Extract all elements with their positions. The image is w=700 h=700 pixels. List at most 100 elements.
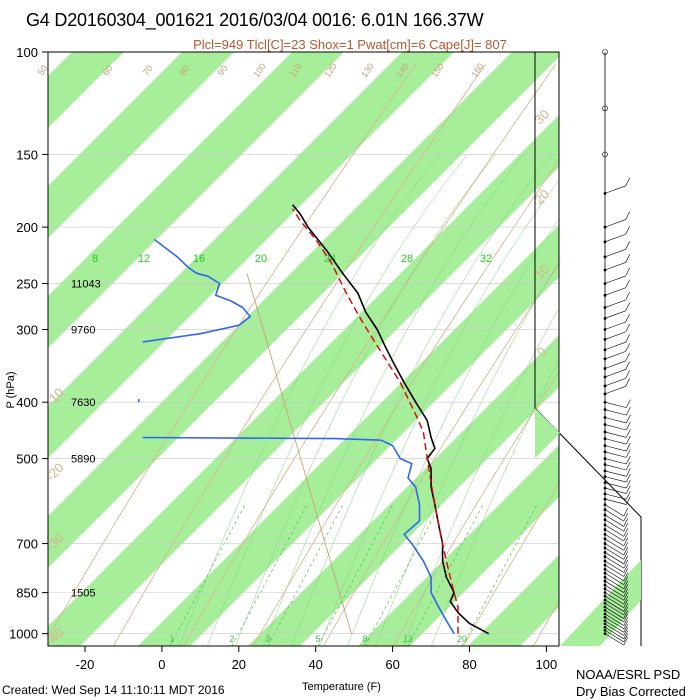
wind-barb-staff — [604, 616, 624, 629]
mixing-ratio-label: 1 — [169, 634, 174, 644]
wind-barb-staff — [604, 630, 624, 643]
dry-adiabat-label: 90 — [216, 63, 230, 77]
wind-barb-staff — [604, 470, 627, 477]
isotherm-label: 20 — [255, 253, 267, 265]
wind-barb-feather — [625, 241, 630, 250]
mixing-ratio-line — [231, 504, 308, 646]
series-parcel — [292, 208, 459, 634]
wind-barb-staff — [604, 351, 626, 360]
isotherm-band — [0, 32, 34, 666]
wind-barb-feather — [623, 518, 629, 527]
isotherm-band — [535, 408, 560, 458]
wind-barb-feather — [625, 254, 630, 263]
profile-series — [138, 204, 490, 635]
isotherm-band — [138, 225, 559, 646]
series-dew-point-upper — [142, 238, 252, 343]
wind-barb-staff — [604, 529, 624, 542]
wind-barb-feather — [625, 352, 630, 362]
dry-adiabat — [604, 64, 700, 646]
wind-barb-feather — [623, 584, 629, 593]
wind-barb-feather — [623, 624, 629, 633]
wind-barb-staff — [604, 572, 624, 585]
isotherm-label: 12 — [138, 253, 150, 265]
mixing-ratio-line — [169, 504, 246, 646]
wind-barb-staff — [604, 623, 624, 636]
grid-lines — [48, 52, 700, 646]
y-tick-label: 1000 — [9, 627, 38, 642]
wind-barb-staff — [604, 331, 626, 340]
wind-barb-feather — [623, 603, 629, 612]
isotherm-band — [468, 555, 559, 646]
wind-barb-feather — [626, 414, 631, 424]
wind-barb-dot — [603, 625, 607, 629]
wind-barb-dot — [603, 559, 607, 563]
height-label: 9760 — [71, 325, 95, 337]
wind-calm-marker — [602, 151, 608, 158]
correction-note: Dry Bias Corrected — [576, 684, 686, 699]
wind-barb-staff — [604, 584, 624, 597]
wind-barb-dot — [603, 579, 607, 583]
wind-barb-feather — [623, 512, 629, 522]
wind-barb-feather — [623, 576, 629, 585]
wind-barb-feather — [626, 479, 631, 489]
wind-barb-feather — [625, 313, 630, 323]
mixing-ratio-label: 2 — [229, 634, 234, 644]
wind-barb-feather — [623, 523, 629, 532]
dry-adiabat-label: 80 — [178, 63, 192, 77]
wind-barb-staff — [604, 514, 624, 527]
barb-panel-bands — [535, 408, 641, 646]
isotherm-band — [358, 444, 559, 646]
wind-barb-dot — [603, 632, 607, 636]
wind-barb-feather — [625, 334, 630, 343]
wind-barb-staff — [604, 417, 627, 424]
band-group — [0, 32, 700, 666]
series-temperature — [291, 204, 490, 635]
wind-barb-feather — [623, 580, 629, 589]
wind-barb-staff — [604, 599, 624, 612]
wind-barb-staff — [604, 627, 624, 640]
wind-barb-staff — [604, 538, 624, 551]
mixing-ratio-label: 3 — [265, 634, 270, 644]
wind-barb-feather — [626, 429, 631, 438]
wind-barb-staff — [604, 409, 627, 416]
wind-barb-staff — [604, 543, 624, 556]
wind-barb-staff — [604, 233, 626, 243]
y-tick-label: 300 — [16, 323, 38, 338]
isotherm-bands — [0, 32, 700, 666]
wind-barb-feather — [626, 485, 631, 494]
wind-barb-feather — [623, 633, 629, 643]
wind-barb-staff — [604, 633, 624, 646]
dry-adiabat-label: 100 — [251, 61, 268, 79]
wind-barb-staff — [604, 547, 624, 560]
wind-barb-staff — [604, 185, 626, 194]
wind-barb-feather — [626, 468, 631, 477]
mixing-ratio-line — [267, 504, 344, 646]
wind-barb-staff — [604, 275, 626, 284]
wind-barb-staff — [604, 595, 624, 608]
x-axis-title: Temperature (F) — [302, 681, 381, 693]
wind-barb-staff — [604, 569, 624, 582]
wind-barb-feather — [623, 599, 629, 608]
dry-adiabat-label: 60 — [101, 63, 115, 77]
y-tick-label: 150 — [16, 147, 38, 162]
wind-barb-feather — [625, 267, 630, 277]
wind-barb-feather — [626, 406, 631, 416]
wind-barb-staff — [604, 249, 626, 258]
wind-barb-staff — [604, 262, 626, 271]
wind-barb-feather — [626, 449, 631, 458]
wind-barb-feather — [625, 226, 630, 235]
x-tick-label: 40 — [308, 657, 322, 672]
mixing-ratio-label: 20 — [457, 634, 467, 644]
isotherm-label: 28 — [401, 253, 413, 265]
wind-barb-feather — [623, 606, 629, 616]
isotherm-band — [558, 32, 700, 666]
wind-barb-feather — [623, 532, 629, 542]
wind-barb-staff — [604, 341, 626, 351]
wind-barb-staff — [604, 564, 624, 577]
wind-barb-staff — [604, 487, 627, 494]
wind-barb-feather — [623, 613, 629, 623]
reference-adiabat — [246, 273, 352, 634]
x-tick-label: 60 — [385, 657, 399, 672]
wind-barb-panel — [534, 49, 642, 646]
wind-barb-staff — [604, 482, 627, 489]
